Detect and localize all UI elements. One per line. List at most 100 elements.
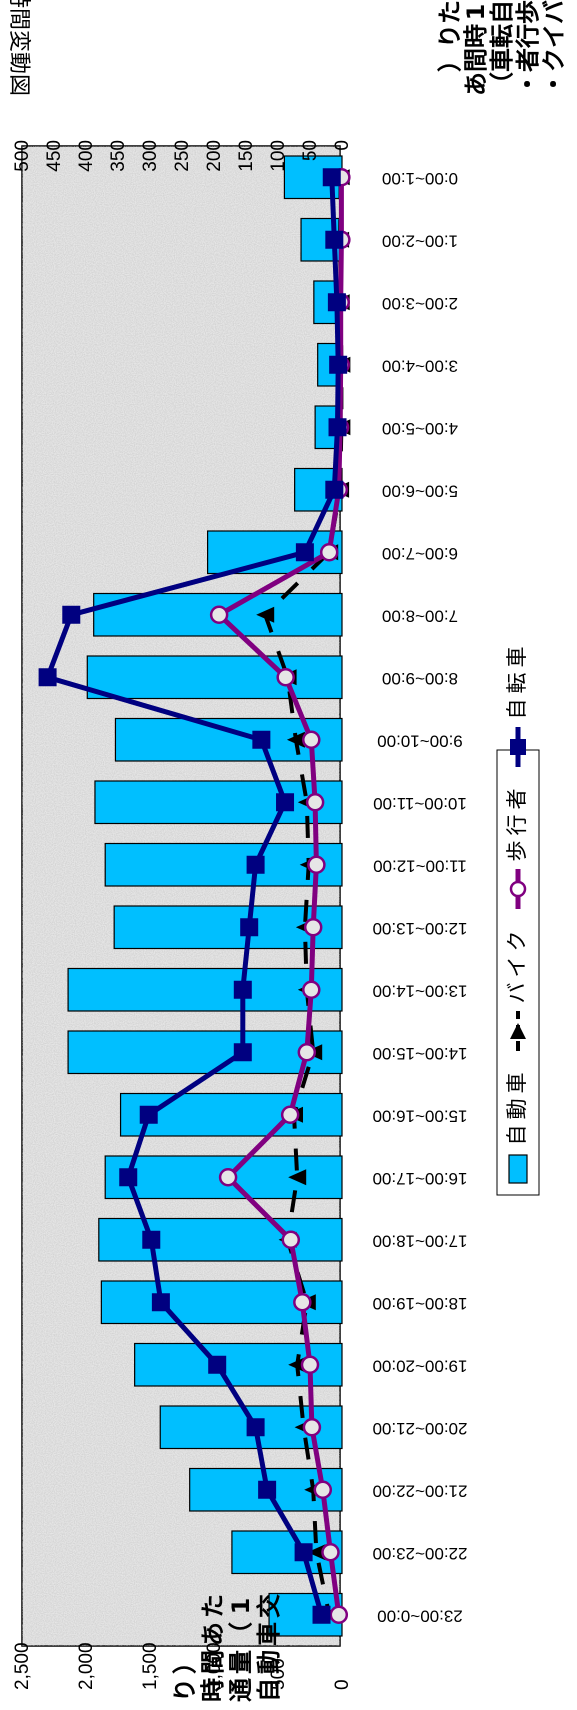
point-bicycle bbox=[322, 168, 341, 187]
legend-marker-bike bbox=[510, 1023, 526, 1039]
x-category-label: 19:00~20:00 bbox=[372, 1356, 467, 1375]
point-pedestrian bbox=[281, 1230, 301, 1249]
point-bicycle bbox=[240, 918, 259, 937]
point-bike bbox=[307, 1544, 326, 1561]
point-pedestrian bbox=[280, 1105, 300, 1124]
axis-title-char: 行 bbox=[514, 24, 542, 49]
point-bicycle bbox=[325, 480, 344, 499]
axis-title-char: り bbox=[436, 24, 464, 48]
x-category-label: 18:00~19:00 bbox=[372, 1294, 467, 1313]
x-category-label: 21:00~22:00 bbox=[372, 1481, 467, 1500]
y-right-tick-label: 400 bbox=[76, 140, 97, 172]
x-category-label: 10:00~11:00 bbox=[373, 794, 467, 813]
x-category-label: 0:00~1:00 bbox=[382, 169, 458, 188]
point-bicycle bbox=[119, 1168, 138, 1187]
x-category-label: 4:00~5:00 bbox=[382, 419, 458, 438]
x-category-label: 8:00~9:00 bbox=[382, 669, 458, 688]
axis-title-char: 転 bbox=[488, 24, 516, 48]
y-right-tick-label: 0 bbox=[332, 140, 353, 151]
point-bicycle bbox=[151, 1293, 170, 1312]
axis-title-char: ） bbox=[171, 1650, 199, 1674]
legend-label-char: ク bbox=[505, 931, 529, 952]
axis-title-char: 交 bbox=[255, 1594, 283, 1618]
x-category-label: 15:00~16:00 bbox=[372, 1106, 467, 1125]
axis-title-char: 自 bbox=[255, 1678, 283, 1702]
point-bicycle bbox=[139, 1105, 158, 1124]
axis-title-char: 量 bbox=[227, 1650, 255, 1674]
legend-label-char: 者 bbox=[505, 789, 529, 810]
point-pedestrian bbox=[218, 1168, 238, 1187]
bar-car bbox=[67, 967, 343, 1012]
point-bicycle bbox=[325, 230, 344, 249]
y-right-tick-label: 450 bbox=[44, 140, 65, 172]
axis-title-char: 間 bbox=[462, 48, 490, 72]
chart-title: 交通量時間変動図 bbox=[7, 0, 32, 96]
x-category-label: 9:00~10:00 bbox=[377, 731, 463, 750]
x-category-label: 17:00~18:00 bbox=[372, 1231, 467, 1250]
x-category-label: 11:00~12:00 bbox=[373, 856, 467, 875]
point-bicycle bbox=[328, 418, 347, 437]
bar-car bbox=[98, 1217, 343, 1262]
x-category-label: 23:00~0:00 bbox=[377, 1606, 463, 1625]
point-bicycle bbox=[38, 668, 57, 687]
point-pedestrian bbox=[302, 980, 321, 999]
plot-texture bbox=[22, 146, 340, 1646]
y-right-axis-title: バイク・ 歩行者・ 自転車（ 1 時間あ たり） bbox=[436, 0, 568, 96]
x-category-label: 22:00~23:00 bbox=[372, 1544, 467, 1563]
point-pedestrian bbox=[302, 1418, 322, 1437]
point-bicycle bbox=[246, 1418, 265, 1437]
axis-title-char: り bbox=[171, 1678, 199, 1702]
point-pedestrian bbox=[276, 668, 295, 687]
point-bicycle bbox=[294, 1543, 313, 1562]
legend-swatch-car bbox=[508, 1154, 528, 1184]
axis-title-char: 歩 bbox=[514, 0, 542, 24]
y-left-tick-label: 1,000 bbox=[204, 1642, 225, 1690]
legend-marker-pedestrian bbox=[509, 880, 527, 898]
bar-car bbox=[67, 1030, 343, 1075]
y-left-tick-label: 0 bbox=[332, 1679, 353, 1690]
x-category-label: 20:00~21:00 bbox=[372, 1419, 467, 1438]
legend-label-char: 行 bbox=[505, 815, 529, 836]
legend-label-char: 車 bbox=[505, 647, 529, 668]
x-category-label: 7:00~8:00 bbox=[382, 606, 458, 625]
axis-title-char: バ bbox=[540, 0, 568, 24]
axis-title-char: （ bbox=[227, 1622, 255, 1646]
point-pedestrian bbox=[209, 605, 229, 624]
axis-title-char: 者 bbox=[514, 48, 542, 72]
y-right-tick-label: 50 bbox=[300, 140, 321, 161]
point-bike bbox=[288, 1169, 307, 1186]
y-right-tick-label: 500 bbox=[12, 140, 33, 172]
bar-car bbox=[207, 530, 343, 575]
point-bicycle bbox=[276, 793, 295, 812]
x-category-label: 2:00~3:00 bbox=[382, 294, 458, 313]
legend-label-char: バ bbox=[505, 983, 529, 1004]
axis-title-char: 1 bbox=[462, 4, 490, 21]
legend-label-char: 歩 bbox=[505, 841, 529, 862]
legend-marker-bicycle bbox=[510, 739, 526, 755]
axis-title-char: ） bbox=[436, 48, 464, 72]
axis-title-char: あ bbox=[199, 1622, 227, 1646]
point-pedestrian bbox=[297, 1043, 317, 1062]
x-category-label: 3:00~4:00 bbox=[382, 356, 458, 375]
point-pedestrian bbox=[305, 793, 325, 812]
axis-title-char: 時 bbox=[462, 24, 490, 48]
axis-title-char: ク bbox=[540, 48, 568, 72]
line-bike bbox=[263, 177, 344, 1616]
point-pedestrian bbox=[303, 918, 323, 937]
axis-title-char: イ bbox=[540, 24, 568, 48]
point-bicycle bbox=[295, 543, 314, 562]
point-bicycle bbox=[142, 1230, 161, 1249]
x-category-label: 1:00~2:00 bbox=[382, 231, 458, 250]
axis-title-char: ・ bbox=[540, 72, 568, 96]
y-right-tick-label: 250 bbox=[172, 140, 193, 172]
point-pedestrian bbox=[329, 1605, 349, 1624]
point-bicycle bbox=[327, 293, 346, 312]
y-left-tick-label: 2,000 bbox=[76, 1642, 97, 1690]
point-bicycle bbox=[233, 1043, 252, 1062]
point-pedestrian bbox=[307, 855, 326, 874]
point-bicycle bbox=[246, 855, 265, 874]
point-bike bbox=[286, 731, 305, 748]
